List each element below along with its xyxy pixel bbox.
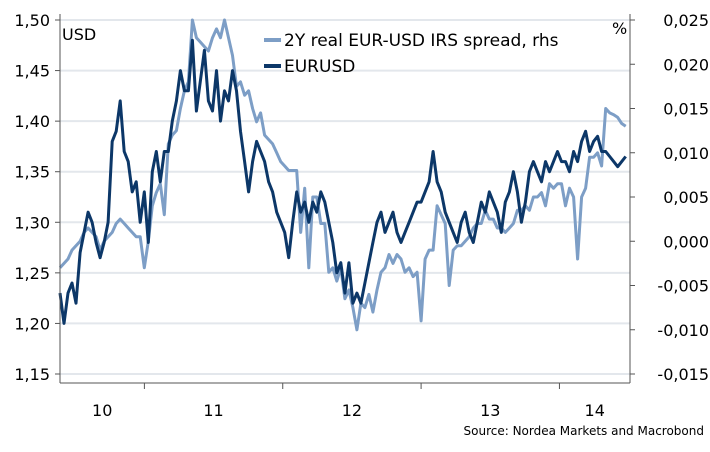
- left-axis-ticks: 1,15 1,20 1,25 1,30 1,35 1,40 1,45 1,50: [14, 11, 60, 384]
- right-tick-label: -0,015: [657, 365, 709, 384]
- left-tick-label: 1,45: [14, 62, 50, 81]
- left-tick-label: 1,25: [14, 264, 50, 283]
- left-axis-unit: USD: [62, 25, 96, 44]
- right-tick-label: 0,025: [663, 11, 709, 30]
- right-tick-label: 0,015: [663, 100, 709, 119]
- left-tick-label: 1,35: [14, 163, 50, 182]
- x-axis-ticks: 10 11 12 13 14: [92, 383, 605, 420]
- x-tick-label: 12: [342, 401, 362, 420]
- right-tick-label: 0,000: [663, 232, 709, 251]
- x-tick-label: 10: [92, 401, 112, 420]
- legend: 2Y real EUR-USD IRS spread, rhs EURUSD: [264, 31, 559, 77]
- x-tick-label: 11: [203, 401, 223, 420]
- legend-label-eurusd: EURUSD: [284, 57, 355, 77]
- left-tick-label: 1,15: [14, 365, 50, 384]
- left-tick-label: 1,20: [14, 314, 50, 333]
- right-tick-label: -0,010: [657, 321, 709, 340]
- x-tick-label: 14: [585, 401, 605, 420]
- series-line-eurusd: [58, 38, 627, 325]
- right-axis-ticks: -0,015 -0,010 -0,005 0,000 0,005 0,010 0,015 0,…: [630, 11, 709, 384]
- left-tick-label: 1,40: [14, 112, 50, 131]
- right-tick-label: 0,020: [663, 55, 709, 74]
- left-tick-label: 1,50: [14, 11, 50, 30]
- right-axis-unit: %: [612, 19, 627, 38]
- gridlines: [60, 19, 630, 375]
- legend-label-spread: 2Y real EUR-USD IRS spread, rhs: [284, 31, 559, 51]
- x-tick-label: 13: [480, 401, 500, 420]
- right-tick-label: -0,005: [657, 277, 709, 296]
- left-tick-label: 1,30: [14, 213, 50, 232]
- right-tick-label: 0,010: [663, 144, 709, 163]
- source-note: Source: Nordea Markets and Macrobond: [464, 424, 705, 438]
- right-tick-label: 0,005: [663, 188, 709, 207]
- series-lines: [58, 18, 627, 332]
